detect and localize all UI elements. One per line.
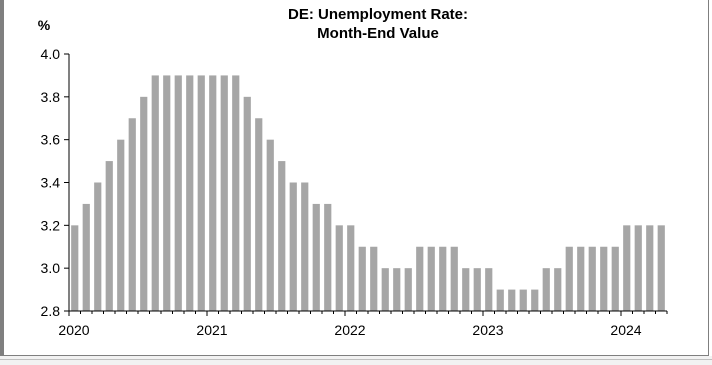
x-tick-label: 2022	[334, 322, 365, 338]
bar	[496, 289, 504, 311]
bar	[588, 246, 596, 311]
x-tick-label: 2024	[610, 322, 641, 338]
bar	[105, 161, 113, 311]
y-tick-label: 2.8	[41, 303, 61, 319]
axes: 2.8 3.0 3.2 3.4 3.6 3.8 4.0 2020 2021 2022 2023 202…	[41, 46, 668, 338]
bar	[485, 268, 493, 311]
bar	[289, 182, 297, 311]
bar	[439, 246, 447, 311]
bar	[197, 75, 205, 311]
y-axis-unit-label: %	[38, 17, 51, 33]
bar	[174, 75, 182, 311]
bar	[232, 75, 240, 311]
bar-series	[71, 75, 665, 311]
bar	[266, 139, 274, 311]
bar	[623, 225, 631, 311]
bar	[577, 246, 585, 311]
y-tick-label: 3.8	[41, 89, 61, 105]
chart-subtitle: Month-End Value	[317, 25, 439, 42]
bar	[404, 268, 412, 311]
bar	[82, 203, 90, 311]
bar	[542, 268, 550, 311]
bar	[255, 118, 263, 311]
bar	[508, 289, 516, 311]
bar	[163, 75, 171, 311]
bar	[381, 268, 389, 311]
x-tick-label: 2020	[58, 322, 89, 338]
bar	[94, 182, 102, 311]
frame-left-border	[0, 0, 4, 356]
next-panel-divider	[0, 359, 712, 360]
bar	[347, 225, 355, 311]
next-panel-strip	[0, 356, 712, 365]
x-tick-label: 2021	[196, 322, 227, 338]
bar	[186, 75, 194, 311]
bar	[450, 246, 458, 311]
x-tick-label: 2023	[472, 322, 503, 338]
bar	[301, 182, 309, 311]
bar	[117, 139, 125, 311]
bar	[335, 225, 343, 311]
bar	[531, 289, 539, 311]
y-tick-label: 3.6	[41, 132, 61, 148]
y-tick-label: 3.4	[41, 175, 61, 191]
bar	[370, 246, 378, 311]
bar	[565, 246, 573, 311]
bar	[473, 268, 481, 311]
bar	[209, 75, 217, 311]
bar	[151, 75, 159, 311]
bar	[416, 246, 424, 311]
y-tick-label: 3.0	[41, 260, 61, 276]
bar	[71, 225, 79, 311]
chart-title: DE: Unemployment Rate:	[288, 6, 468, 23]
frame-right-border	[708, 0, 709, 356]
bar	[278, 161, 286, 311]
y-tick-label: 4.0	[41, 46, 61, 62]
bar	[324, 203, 332, 311]
y-tick-label: 3.2	[41, 217, 61, 233]
bar	[427, 246, 435, 311]
bar	[393, 268, 401, 311]
bar	[634, 225, 642, 311]
bar	[519, 289, 527, 311]
bar	[646, 225, 654, 311]
bar	[600, 246, 608, 311]
bar	[312, 203, 320, 311]
bar	[140, 96, 148, 311]
bar	[611, 246, 619, 311]
frame-bottom-border	[0, 355, 709, 356]
bar	[243, 96, 251, 311]
bar	[128, 118, 136, 311]
bar	[462, 268, 470, 311]
bar	[554, 268, 562, 311]
unemployment-bar-chart: DE: Unemployment Rate: Month-End Value %…	[38, 6, 668, 338]
bar	[358, 246, 366, 311]
bar	[220, 75, 228, 311]
bar	[657, 225, 665, 311]
